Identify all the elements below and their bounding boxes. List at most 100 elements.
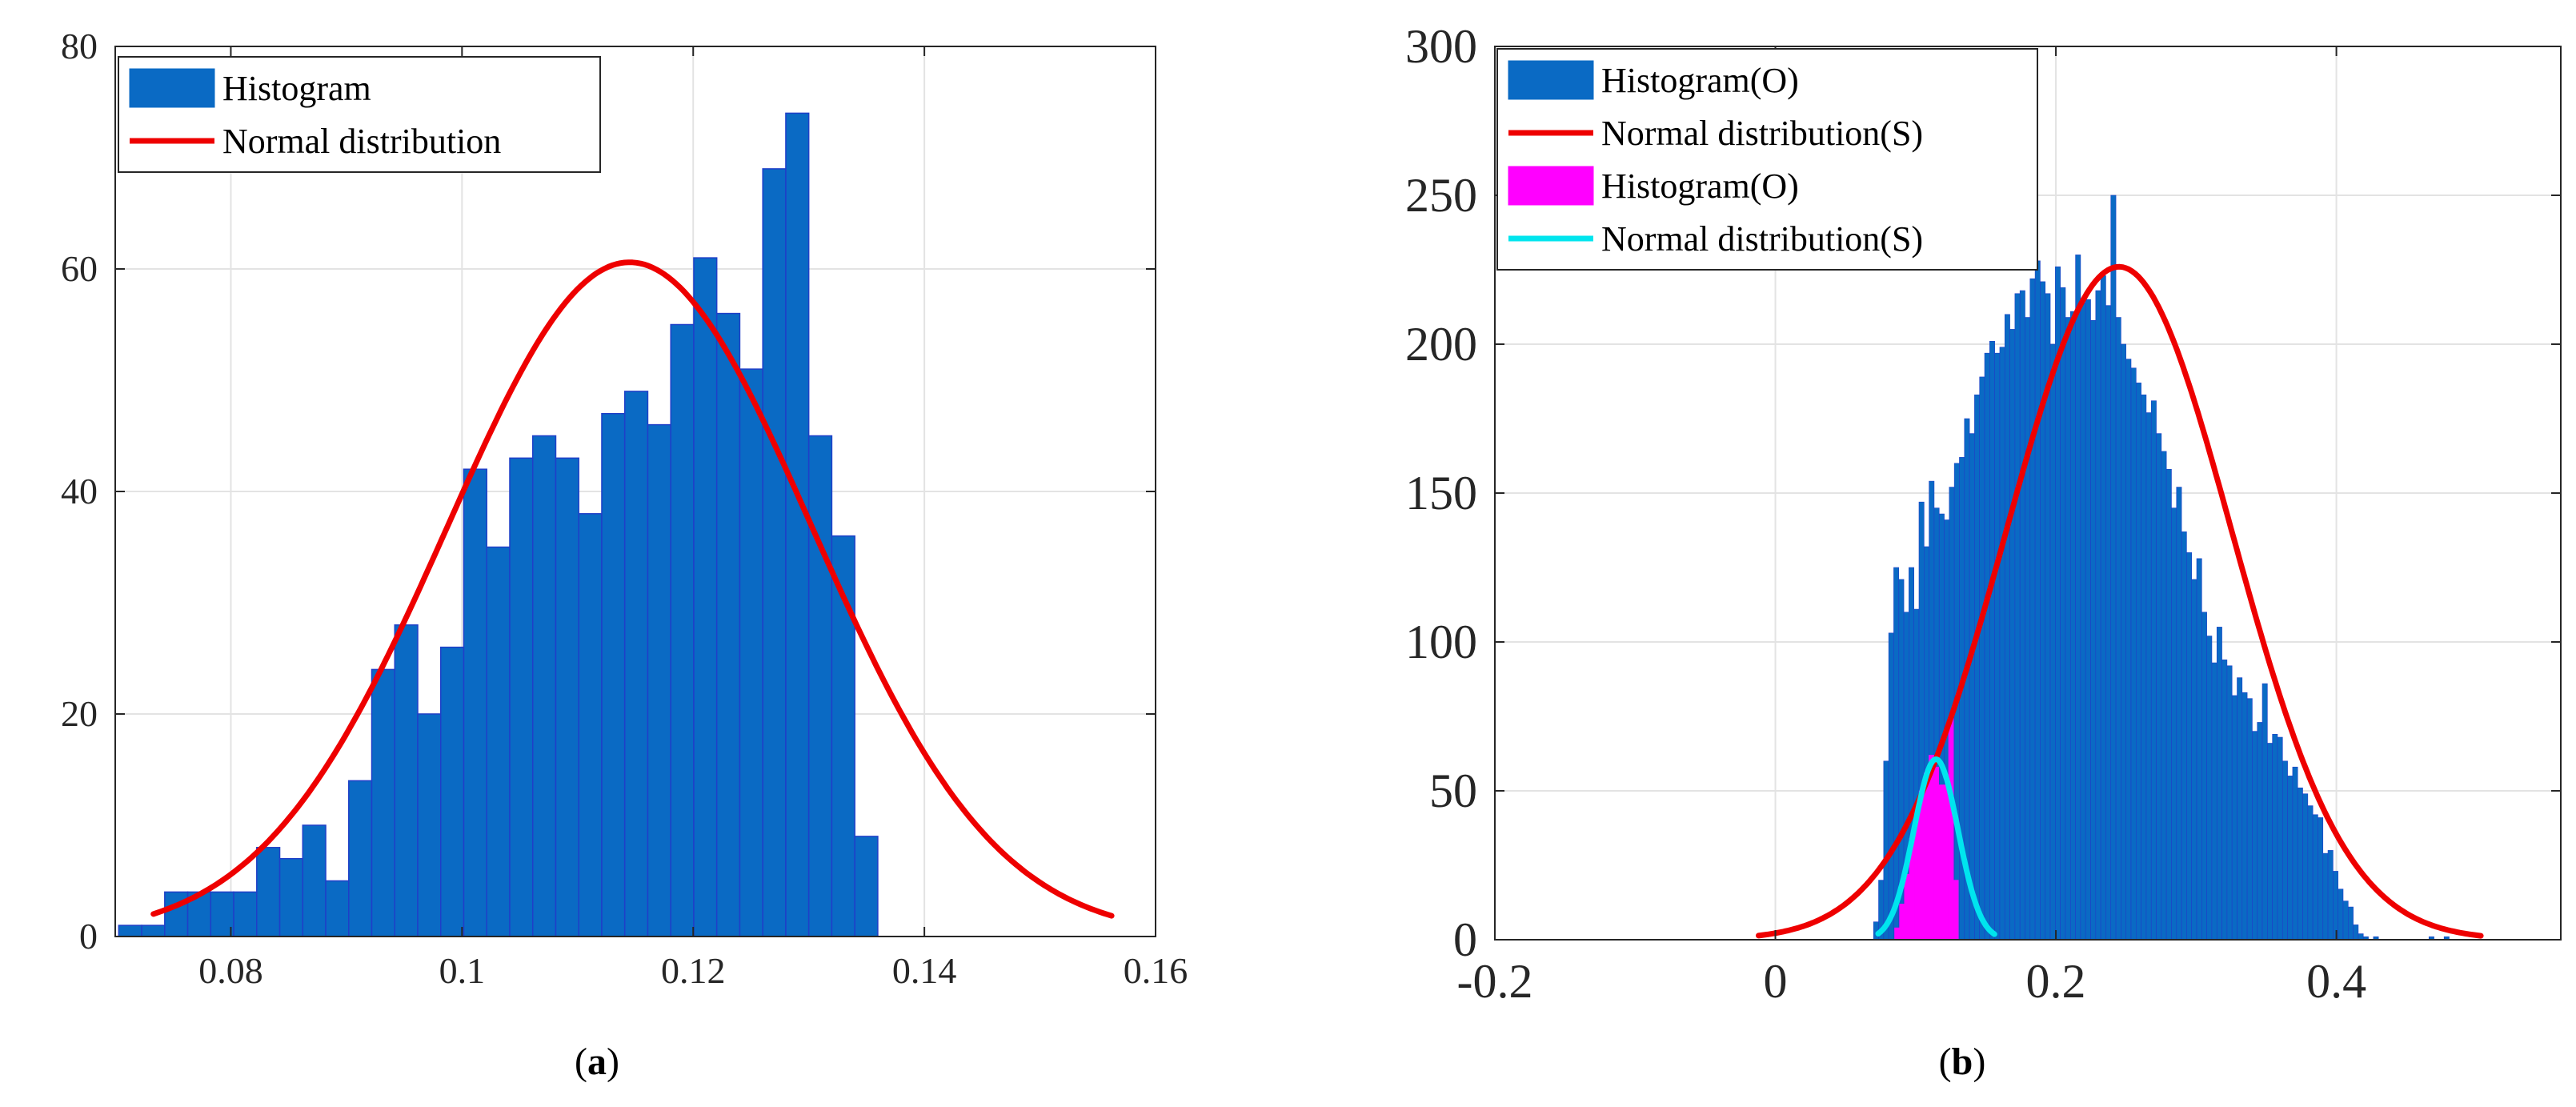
histogram-bar xyxy=(2029,278,2036,941)
legend-label: Histogram xyxy=(222,69,371,108)
histogram-bar xyxy=(141,925,166,937)
normal-curve xyxy=(1875,756,1997,937)
histogram-bar xyxy=(2019,290,2025,941)
histogram-bar xyxy=(1994,352,2001,941)
x-tick-label: 0.1 xyxy=(439,950,486,991)
histogram-bar xyxy=(2196,558,2202,941)
histogram-bar xyxy=(715,312,741,937)
histogram-bar xyxy=(762,168,787,937)
caption-b: (b) xyxy=(1939,1041,1986,1083)
histogram-bar xyxy=(2267,743,2273,941)
histogram-bar xyxy=(2272,734,2278,941)
histogram-bar xyxy=(2307,805,2314,941)
histogram-bar xyxy=(2302,793,2309,941)
histogram-bar xyxy=(394,624,419,937)
histogram-bar xyxy=(278,857,304,937)
legend-label: Histogram(O) xyxy=(1601,61,1799,100)
histogram-bar xyxy=(2191,579,2197,941)
caption-a: (a) xyxy=(575,1041,619,1083)
histogram-bar xyxy=(2090,319,2097,941)
histogram-bar xyxy=(2287,776,2294,941)
histogram-bar xyxy=(325,880,350,937)
histogram-bar xyxy=(1969,433,1975,941)
histogram-bar xyxy=(2115,317,2121,941)
histogram-bar xyxy=(2034,260,2041,941)
legend-swatch-histogram xyxy=(1508,60,1594,100)
histogram-bar xyxy=(2206,636,2213,941)
histogram-bar xyxy=(2342,900,2349,941)
legend-label: Normal distribution(S) xyxy=(1601,114,1923,153)
histogram-bar xyxy=(2136,383,2141,941)
histogram-bar xyxy=(2262,683,2268,941)
histogram-bar xyxy=(2292,766,2298,941)
histogram-bar xyxy=(2156,433,2162,941)
histogram-bar xyxy=(2277,736,2283,941)
histogram-bar xyxy=(302,824,327,937)
histogram-bar xyxy=(2216,627,2222,941)
histogram-bar xyxy=(2231,695,2237,941)
histogram-bar xyxy=(2252,731,2258,941)
histogram-bar xyxy=(2353,925,2359,941)
histogram-bar xyxy=(854,836,879,937)
histogram-bar xyxy=(371,668,396,937)
histogram-bar xyxy=(2226,665,2233,941)
histogram-bar xyxy=(2241,692,2248,941)
histogram-bar xyxy=(739,368,763,937)
histogram-bar xyxy=(2211,662,2217,941)
normal-curve xyxy=(1756,263,2484,939)
histogram-bar xyxy=(2318,817,2324,941)
histogram-bar xyxy=(1989,340,1995,941)
y-tick-label: 40 xyxy=(61,471,98,511)
histogram-bar xyxy=(2080,302,2086,941)
histogram-bar xyxy=(1888,632,1894,941)
histogram-bar xyxy=(785,112,810,937)
histogram-bar xyxy=(2085,299,2091,941)
histogram-bar xyxy=(417,713,442,937)
y-tick-label: 0 xyxy=(79,916,98,957)
normal-curves-b xyxy=(1756,263,2484,939)
histogram-bar xyxy=(1893,567,1900,941)
legend-b: Histogram(O) Normal distribution(S) Histog… xyxy=(1496,48,2038,271)
histogram-bar xyxy=(647,423,671,937)
x-tick-label: 0 xyxy=(1764,955,1788,1008)
histogram-bar xyxy=(2004,314,2010,941)
x-tick-label: 0.08 xyxy=(198,950,263,991)
histogram-bar xyxy=(2221,660,2228,941)
histogram-bar xyxy=(486,546,511,937)
histogram-bar xyxy=(2121,343,2126,941)
histogram-bar xyxy=(1933,766,1940,941)
histogram-bar xyxy=(2322,852,2329,941)
x-tick-label: -0.2 xyxy=(1457,955,1533,1008)
legend-label: Histogram(O) xyxy=(1601,166,1799,206)
histogram-bar xyxy=(2130,367,2137,941)
y-tick-label: 200 xyxy=(1405,318,1477,371)
histogram-bar xyxy=(2014,293,2021,941)
histogram-bar xyxy=(693,257,718,937)
histogram-bar xyxy=(1948,716,1954,941)
y-tick-label: 150 xyxy=(1405,467,1477,519)
axis-ticks-a: 0.08 0.1 0.12 0.14 0.16 0 20 40 60 80 xyxy=(61,26,1188,991)
histogram-bar xyxy=(2186,552,2193,941)
histogram-bar xyxy=(2100,275,2106,941)
histogram-bar xyxy=(2065,317,2071,941)
histogram-bar xyxy=(1979,376,1985,941)
histogram-bar xyxy=(2145,412,2152,941)
histogram-bar xyxy=(164,891,189,937)
histogram-bar xyxy=(1974,394,1981,941)
histogram-bar xyxy=(1929,755,1934,941)
y-tick-label: 50 xyxy=(1429,764,1477,817)
histogram-bar xyxy=(1894,927,1900,941)
histogram-bar xyxy=(1904,873,1910,941)
histogram-bar xyxy=(1984,352,1990,941)
histogram-bar xyxy=(118,925,142,937)
histogram-bar xyxy=(2358,933,2364,941)
histogram-bar xyxy=(1924,772,1929,941)
histogram-bar xyxy=(2338,888,2344,941)
histogram-bars-a xyxy=(118,112,879,937)
histogram-bar xyxy=(1883,760,1889,941)
histogram-bar xyxy=(2246,698,2253,941)
normal-curves-a xyxy=(150,259,1115,919)
histogram-bar xyxy=(2105,305,2112,941)
histogram-bar xyxy=(623,391,649,937)
